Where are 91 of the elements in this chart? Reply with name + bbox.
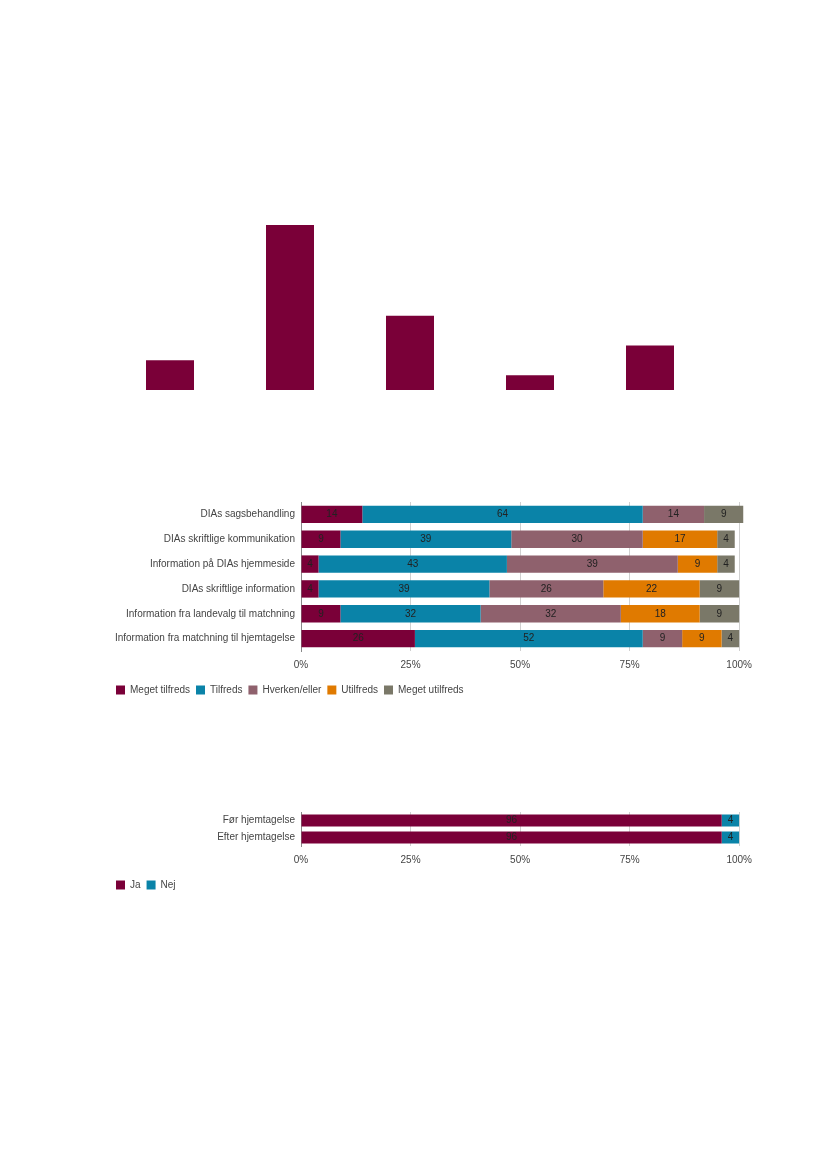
x-tick-label: 0% bbox=[293, 853, 309, 865]
bar bbox=[642, 530, 718, 548]
y-tick-label: Information på DIAs hjemmeside bbox=[149, 557, 296, 569]
bar bbox=[318, 580, 490, 598]
bar bbox=[506, 555, 678, 573]
x-tick-label: 75% bbox=[619, 853, 640, 865]
data-label: 30 bbox=[571, 533, 584, 544]
data-label: 17 bbox=[674, 533, 686, 544]
bar bbox=[340, 605, 481, 623]
bar bbox=[301, 629, 415, 648]
bar bbox=[489, 580, 604, 598]
legend-label: Hverken/eller bbox=[262, 683, 323, 695]
bar bbox=[386, 315, 434, 390]
bar bbox=[480, 605, 621, 623]
legend-label: Nej bbox=[160, 878, 176, 890]
bar bbox=[301, 530, 341, 548]
bar bbox=[642, 505, 705, 524]
data-label: 4 bbox=[307, 557, 314, 569]
legend-label: Meget utilfreds bbox=[398, 683, 464, 695]
y-tick-label: Før hjemtagelse bbox=[222, 814, 296, 826]
data-label: 43 bbox=[407, 557, 419, 569]
data-label: 32 bbox=[404, 607, 417, 619]
y-tick-label: DIAs skriftlige information bbox=[181, 582, 295, 594]
data-label: 39 bbox=[420, 533, 432, 544]
data-label: 9 bbox=[694, 557, 701, 569]
data-label: 9 bbox=[716, 607, 723, 619]
bar bbox=[717, 530, 735, 548]
data-label: 22 bbox=[645, 582, 658, 594]
bar bbox=[603, 580, 700, 598]
bar bbox=[301, 555, 319, 573]
bar bbox=[362, 505, 643, 524]
x-tick-label: 50% bbox=[510, 658, 531, 670]
bar bbox=[414, 629, 643, 648]
data-label: 9 bbox=[318, 607, 325, 619]
data-label: 96 bbox=[506, 814, 518, 826]
bar bbox=[266, 225, 314, 390]
legend-label: Meget tilfreds bbox=[130, 683, 191, 695]
y-tick-label: Efter hjemtagelse bbox=[217, 831, 296, 843]
data-label: 18 bbox=[654, 607, 667, 619]
data-label: 4 bbox=[727, 831, 734, 843]
data-label: 26 bbox=[540, 582, 553, 594]
y-tick-label: DIAs skriftlige kommunikation bbox=[163, 533, 295, 544]
data-label: 14 bbox=[326, 508, 338, 520]
bar bbox=[301, 580, 319, 598]
x-tick-label: 25% bbox=[400, 853, 421, 865]
bar bbox=[682, 629, 722, 648]
bar bbox=[717, 555, 735, 573]
bar bbox=[301, 505, 363, 524]
x-tick-label: 50% bbox=[510, 853, 531, 865]
legend-label: Ja bbox=[130, 878, 141, 890]
x-tick-label: 0% bbox=[293, 658, 309, 670]
x-tick-label: 25% bbox=[400, 658, 421, 670]
bar bbox=[318, 555, 507, 573]
y-tick-label: DIAs sagsbehandling bbox=[200, 508, 295, 520]
bar bbox=[704, 505, 744, 524]
data-label: 52 bbox=[523, 632, 535, 644]
data-label: 9 bbox=[699, 632, 706, 644]
bar bbox=[146, 360, 194, 390]
x-tick-label: 75% bbox=[619, 658, 640, 670]
data-label: 4 bbox=[727, 632, 734, 644]
bar bbox=[642, 629, 683, 648]
data-label: 4 bbox=[723, 533, 730, 544]
y-tick-label: Information fra landevalg til matchning bbox=[126, 607, 295, 619]
bar bbox=[620, 605, 700, 623]
data-label: 4 bbox=[727, 814, 734, 826]
data-label: 4 bbox=[723, 557, 730, 569]
x-tick-label: 100% bbox=[726, 658, 753, 670]
bar bbox=[511, 530, 643, 548]
bar bbox=[506, 375, 554, 390]
bar bbox=[699, 605, 740, 623]
x-tick-label: 100% bbox=[726, 853, 753, 865]
data-label: 9 bbox=[716, 582, 723, 594]
legend-label: Utilfreds bbox=[341, 683, 379, 695]
bar bbox=[626, 345, 674, 390]
data-label: 9 bbox=[318, 533, 325, 544]
y-tick-label: Information fra matchning til hjemtagelse bbox=[114, 632, 296, 644]
legend-label: Tilfreds bbox=[210, 683, 243, 695]
data-label: 26 bbox=[352, 632, 365, 644]
data-label: 96 bbox=[506, 831, 518, 843]
bar bbox=[677, 555, 718, 573]
data-label: 64 bbox=[496, 508, 509, 520]
bar bbox=[301, 605, 341, 623]
data-label: 9 bbox=[659, 632, 666, 644]
bar bbox=[699, 580, 740, 598]
data-label: 39 bbox=[586, 557, 599, 569]
data-label: 39 bbox=[398, 582, 410, 594]
data-label: 4 bbox=[307, 582, 314, 594]
bar bbox=[340, 530, 512, 548]
data-label: 32 bbox=[545, 607, 557, 619]
data-label: 9 bbox=[721, 508, 727, 520]
data-label: 14 bbox=[667, 508, 680, 520]
